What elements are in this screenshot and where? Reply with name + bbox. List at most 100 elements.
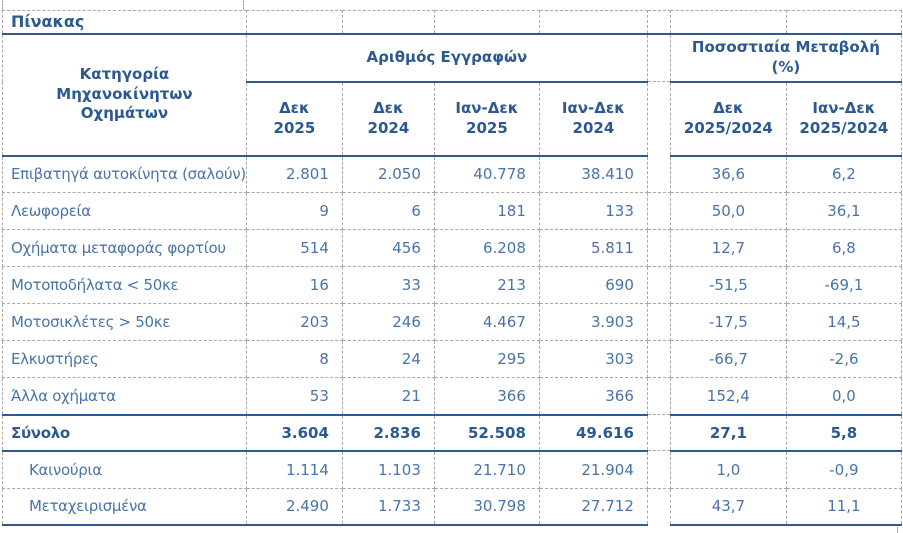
value-cell: 49.616: [539, 414, 648, 452]
column-header-row: Δεκ 2025 Δεκ 2024 Ιαν-Δεκ 2025 Ιαν-Δεκ 2…: [3, 81, 902, 157]
pct-cell: 27,1: [670, 414, 787, 452]
value-cell: 52.508: [434, 414, 540, 452]
value-cell: 2.050: [342, 155, 435, 193]
column-header-dec-2025: Δεκ 2025: [246, 81, 343, 157]
row-used: Μεταχειρισμένα 2.490 1.733 30.798 27.712…: [2, 488, 902, 526]
category-cell: Μοτοποδήλατα < 50κε: [2, 266, 247, 304]
empty-cell: [342, 10, 435, 35]
spacer-cell: [647, 81, 671, 156]
pct-cell: 5,8: [786, 414, 902, 452]
value-cell: 21.710: [434, 450, 540, 489]
category-cell: Άλλα οχήματα: [2, 377, 247, 416]
group-header-pct-change: Ποσοστιαία Μεταβολή (%): [670, 33, 902, 83]
pct-cell: -17,5: [670, 303, 787, 341]
spacer-cell: [647, 303, 671, 341]
category-cell: Λεωφορεία: [2, 192, 247, 230]
value-cell: 8: [246, 340, 343, 378]
value-cell: 21: [342, 377, 435, 416]
value-cell: 30.798: [434, 488, 540, 526]
empty-cell: [434, 10, 540, 35]
registrations-table: Πίνακας Κατηγορία Μηχανοκίνητων Οχημάτων…: [2, 10, 902, 526]
spacer-cell: [647, 10, 671, 35]
spacer-cell: [647, 33, 671, 82]
spacer-cell: [647, 155, 671, 193]
empty-cell: [670, 10, 787, 35]
pct-cell: -69,1: [786, 266, 902, 304]
category-cell: Σύνολο: [2, 414, 247, 452]
empty-cell: [246, 10, 343, 35]
spacer-cell: [647, 450, 671, 489]
value-cell: 24: [342, 340, 435, 378]
pct-cell: 152,4: [670, 377, 787, 416]
row-goods-vehicles: Οχήματα μεταφοράς φορτίου 514 456 6.208 …: [2, 229, 902, 267]
spacer-cell: [647, 414, 671, 451]
group-header-registrations: Αριθμός Εγγραφών: [246, 33, 648, 83]
value-cell: 2.490: [246, 488, 343, 526]
row-total: Σύνολο 3.604 2.836 52.508 49.616 27,1 5,…: [2, 414, 902, 452]
value-cell: 21.904: [539, 450, 648, 489]
grid-stub-top-left: [2, 0, 3, 10]
row-mopeds: Μοτοποδήλατα < 50κε 16 33 213 690 -51,5 …: [2, 266, 902, 304]
value-cell: 366: [434, 377, 540, 416]
value-cell: 5.811: [539, 229, 648, 267]
empty-cell: [786, 10, 902, 35]
value-cell: 366: [539, 377, 648, 416]
row-new: Καινούρια 1.114 1.103 21.710 21.904 1,0 …: [2, 450, 902, 489]
table-title: Πίνακας: [2, 10, 247, 35]
value-cell: 181: [434, 192, 540, 230]
pct-cell: 43,7: [670, 488, 787, 526]
spacer-cell: [647, 488, 671, 525]
spacer-cell: [647, 229, 671, 267]
row-motorcycles: Μοτοσικλέτες > 50κε 203 246 4.467 3.903 …: [2, 303, 902, 341]
value-cell: 690: [539, 266, 648, 304]
pct-cell: 12,7: [670, 229, 787, 267]
value-cell: 3.903: [539, 303, 648, 341]
value-cell: 295: [434, 340, 540, 378]
value-cell: 213: [434, 266, 540, 304]
pct-cell: -51,5: [670, 266, 787, 304]
pct-cell: 50,0: [670, 192, 787, 230]
pct-cell: 6,8: [786, 229, 902, 267]
pct-cell: -2,6: [786, 340, 902, 378]
row-passenger-cars: Επιβατηγά αυτοκίνητα (σαλούν) 2.801 2.05…: [2, 155, 902, 193]
value-cell: 133: [539, 192, 648, 230]
value-cell: 2.801: [246, 155, 343, 193]
value-cell: 246: [342, 303, 435, 341]
value-cell: 4.467: [434, 303, 540, 341]
value-cell: 53: [246, 377, 343, 416]
category-cell: Ελκυστήρες: [2, 340, 247, 378]
pct-cell: 6,2: [786, 155, 902, 193]
row-other-vehicles: Άλλα οχήματα 53 21 366 366 152,4 0,0: [2, 377, 902, 416]
value-cell: 203: [246, 303, 343, 341]
spacer-cell: [647, 377, 671, 415]
empty-cell: [539, 10, 648, 35]
value-cell: 6: [342, 192, 435, 230]
value-cell: 456: [342, 229, 435, 267]
column-header-jandec-2025: Ιαν-Δεκ 2025: [434, 81, 540, 157]
category-cell: Μεταχειρισμένα: [2, 488, 247, 526]
value-cell: 9: [246, 192, 343, 230]
pct-cell: 11,1: [786, 488, 902, 526]
category-cell: Οχήματα μεταφοράς φορτίου: [2, 229, 247, 267]
category-cell: Επιβατηγά αυτοκίνητα (σαλούν): [2, 155, 247, 193]
value-cell: 16: [246, 266, 343, 304]
grid-stub-top-col1: [243, 0, 244, 10]
value-cell: 27.712: [539, 488, 648, 526]
column-header-dec-2024: Δεκ 2024: [342, 81, 435, 157]
title-row: Πίνακας: [2, 10, 902, 35]
pct-cell: -66,7: [670, 340, 787, 378]
value-cell: 38.410: [539, 155, 648, 193]
pct-cell: 1,0: [670, 450, 787, 489]
value-cell: 303: [539, 340, 648, 378]
column-header-jandec-2024: Ιαν-Δεκ 2024: [539, 81, 648, 157]
value-cell: 3.604: [246, 414, 343, 452]
value-cell: 1.114: [246, 450, 343, 489]
category-column-header: Κατηγορία Μηχανοκίνητων Οχημάτων: [2, 33, 247, 157]
value-cell: 1.733: [342, 488, 435, 526]
category-cell: Καινούρια: [2, 450, 247, 489]
value-cell: 6.208: [434, 229, 540, 267]
pct-cell: 14,5: [786, 303, 902, 341]
value-cell: 33: [342, 266, 435, 304]
column-header-pct-dec: Δεκ 2025/2024: [670, 81, 787, 157]
